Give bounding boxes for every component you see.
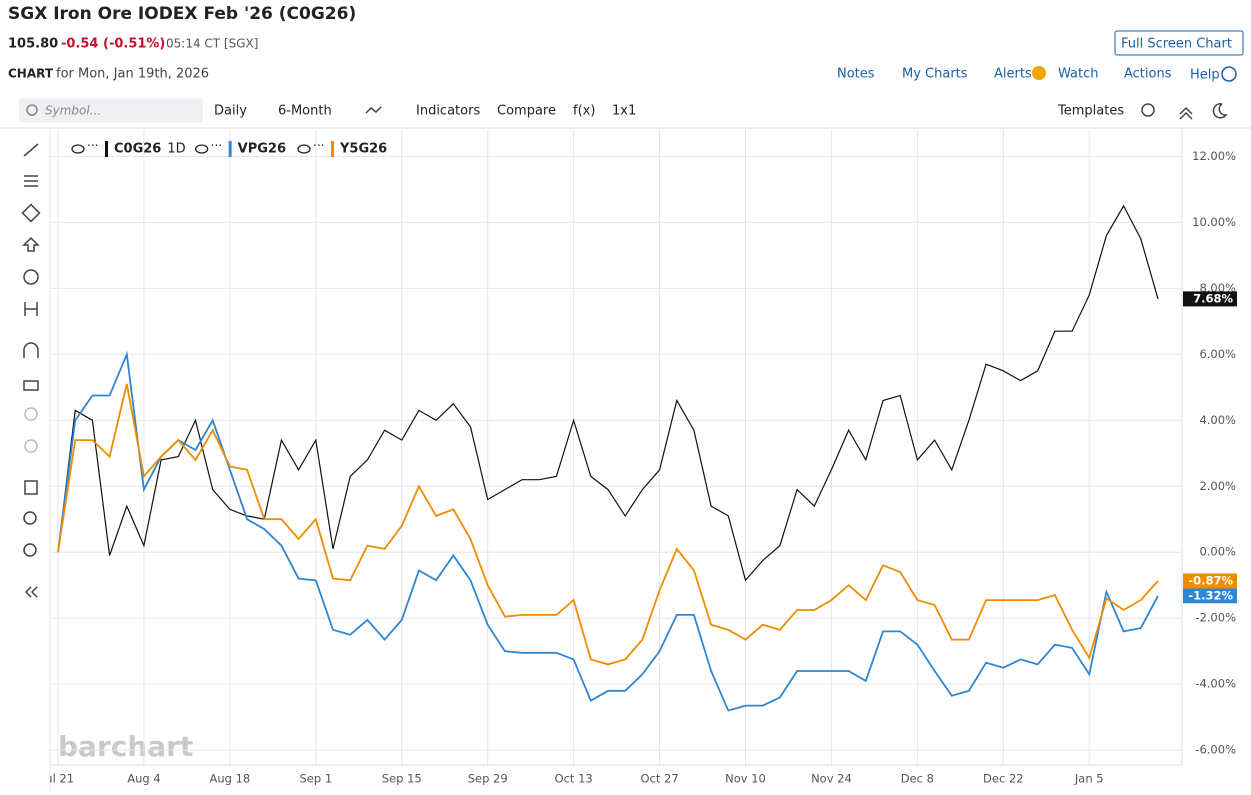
tool-delete[interactable] [24, 480, 38, 495]
side-tools [21, 143, 41, 598]
x-tick-label: Aug 18 [210, 772, 251, 786]
x-tick-label: Oct 27 [640, 772, 678, 786]
legend-dots: ··· [313, 139, 324, 153]
legend-name: C0G26 [114, 142, 161, 157]
y-tick-label: 0.00% [1199, 545, 1236, 559]
legend-name: VPG26 [238, 142, 286, 157]
last-value-label: -1.32% [1188, 588, 1233, 602]
symbol-placeholder[interactable]: Symbol... [45, 104, 101, 118]
nav-help[interactable]: Help [1190, 68, 1220, 83]
y-tick-label: -2.00% [1195, 611, 1236, 625]
x-tick-label: Sep 15 [382, 772, 422, 786]
tool-zoom-in[interactable] [23, 511, 37, 525]
x-tick-label: Sep 1 [299, 772, 332, 786]
x-tick-label: Sep 29 [468, 772, 508, 786]
legend-swatch [105, 141, 108, 157]
nav-watch[interactable]: Watch [1058, 67, 1098, 82]
tool-hide[interactable] [24, 586, 38, 598]
x-tick-label: Dec 22 [983, 772, 1024, 786]
nav-alerts[interactable]: Alerts [994, 67, 1032, 82]
legend-eye [71, 144, 85, 154]
x-tick-label: Aug 4 [127, 772, 160, 786]
tool-magnet[interactable] [23, 342, 39, 358]
tool-lock[interactable] [23, 380, 39, 391]
x-tick-label: Dec 8 [901, 772, 934, 786]
legend-interval: 1D [167, 142, 185, 157]
y-tick-label: 4.00% [1199, 413, 1236, 427]
x-tick-label: Nov 24 [811, 772, 852, 786]
tb-period[interactable]: 6-Month [278, 104, 332, 119]
x-tick-label: Jul 21 [41, 772, 74, 786]
tool-shape[interactable] [21, 203, 41, 223]
tool-zoom-out[interactable] [23, 543, 37, 557]
fullscreen-label[interactable]: Full Screen Chart [1121, 37, 1232, 52]
tool-number[interactable] [23, 269, 39, 285]
legend-name: Y5G26 [339, 142, 387, 157]
y-tick-label: 6.00% [1199, 347, 1236, 361]
legend-dots: ··· [87, 139, 98, 153]
watermark: barchart [58, 730, 193, 763]
y-tick-label: -6.00% [1195, 743, 1236, 757]
last-value-label: -0.87% [1188, 573, 1233, 587]
x-tick-label: Oct 13 [555, 772, 593, 786]
nav-notes[interactable]: Notes [837, 67, 875, 82]
legend-dots: ··· [211, 139, 222, 153]
series-line [57, 383, 1159, 666]
settings-icon[interactable] [1141, 103, 1155, 117]
series-line [57, 350, 1159, 712]
tb-fx[interactable]: f(x) [573, 104, 595, 119]
tool-fib[interactable] [24, 175, 38, 187]
time: 05:14 CT [SGX] [166, 37, 258, 51]
y-tick-label: 10.00% [1192, 215, 1236, 229]
x-tick-label: Nov 10 [725, 772, 766, 786]
toolbar [0, 94, 1251, 128]
last-value-badge [1183, 588, 1237, 604]
title: SGX Iron Ore IODEX Feb '26 (C0G26) [8, 4, 356, 24]
y-tick-label: 2.00% [1199, 479, 1236, 493]
tool-measure[interactable] [24, 302, 38, 316]
theme-icon[interactable] [1212, 103, 1228, 119]
tb-indicators[interactable]: Indicators [416, 104, 480, 119]
y-tick-label: 8.00% [1199, 281, 1236, 295]
last-value-badge [1183, 291, 1237, 307]
tool-line[interactable] [23, 143, 39, 157]
legend-eye [297, 144, 311, 154]
last-value-label: 7.68% [1193, 291, 1233, 305]
alerts-icon [1032, 66, 1046, 80]
tb-daily[interactable]: Daily [214, 104, 247, 119]
legend-swatch [331, 141, 334, 157]
change: -0.54 (-0.51%) [61, 37, 165, 52]
legend-eye [194, 144, 209, 154]
x-tick-label: Jan 5 [1074, 772, 1104, 786]
help-icon [1221, 66, 1237, 82]
collapse-icon[interactable] [1179, 106, 1193, 120]
tool-redo[interactable] [24, 439, 38, 453]
nav-actions[interactable]: Actions [1124, 67, 1172, 82]
plot: Jul 21 Aug 4 Aug 18 Sep 1 Sep 15 Sep 29 Oct 13… [41, 130, 1182, 786]
tb-compare[interactable]: Compare [497, 104, 556, 119]
fullscreen-button[interactable] [1114, 30, 1244, 56]
legend-swatch [228, 141, 232, 157]
tb-templates[interactable]: Templates [1057, 104, 1124, 119]
last-value-badge [1183, 573, 1237, 589]
tool-arrow[interactable] [22, 236, 40, 252]
price: 105.80 [8, 37, 58, 52]
chart-label: CHART [8, 67, 54, 81]
tb-layout[interactable]: 1x1 [612, 104, 636, 119]
series-line [57, 204, 1159, 582]
date-label: for Mon, Jan 19th, 2026 [56, 67, 209, 82]
nav-mycharts[interactable]: My Charts [902, 67, 968, 82]
y-tick-label: 12.00% [1192, 149, 1236, 163]
symbol-input[interactable] [19, 98, 203, 123]
tb-style[interactable] [365, 106, 382, 114]
tool-undo[interactable] [24, 407, 38, 421]
search-icon [26, 104, 38, 116]
y-tick-label: -4.00% [1195, 677, 1236, 691]
